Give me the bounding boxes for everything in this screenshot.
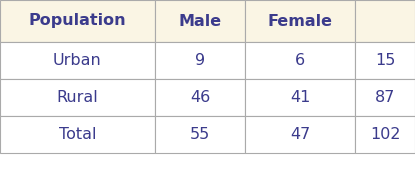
Bar — [355, 116, 415, 153]
Bar — [355, 0, 415, 42]
Bar — [0, 116, 155, 153]
Bar — [355, 42, 415, 79]
Text: Total: Total — [59, 127, 96, 142]
Bar — [245, 0, 355, 42]
Bar — [155, 79, 245, 116]
Bar — [0, 42, 155, 79]
Bar — [155, 116, 245, 153]
Text: 47: 47 — [290, 127, 310, 142]
Text: 55: 55 — [190, 127, 210, 142]
Text: Urban: Urban — [53, 53, 102, 68]
Text: Female: Female — [268, 14, 332, 29]
Text: 46: 46 — [190, 90, 210, 105]
Text: 6: 6 — [295, 53, 305, 68]
Bar — [355, 79, 415, 116]
Text: 102: 102 — [370, 127, 400, 142]
Text: 41: 41 — [290, 90, 310, 105]
Text: Rural: Rural — [56, 90, 98, 105]
Bar — [155, 42, 245, 79]
Text: Male: Male — [178, 14, 222, 29]
Text: Population: Population — [29, 14, 126, 29]
Bar — [0, 79, 155, 116]
Bar — [0, 0, 155, 42]
Bar — [245, 116, 355, 153]
Bar — [155, 0, 245, 42]
Bar — [245, 79, 355, 116]
Bar — [245, 42, 355, 79]
Text: 9: 9 — [195, 53, 205, 68]
Text: 87: 87 — [375, 90, 395, 105]
Text: 15: 15 — [375, 53, 395, 68]
